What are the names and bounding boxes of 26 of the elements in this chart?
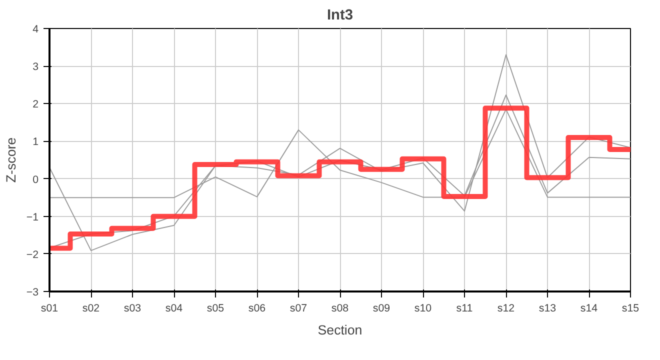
x-tick-label: s09 — [372, 302, 390, 314]
y-axis-title: Z-score — [3, 137, 18, 183]
x-tick-label: s12 — [497, 302, 515, 314]
x-tick-label: s10 — [414, 302, 432, 314]
x-tick-label: s06 — [248, 302, 266, 314]
y-tick-label: 2 — [32, 98, 39, 111]
x-tick-label: s14 — [580, 302, 598, 314]
y-tick-label: 1 — [32, 136, 39, 148]
y-tick-label: −3 — [26, 286, 39, 298]
x-tick-label: s04 — [165, 302, 183, 314]
x-tick-label: s03 — [124, 302, 142, 314]
y-tick-label: −2 — [26, 248, 39, 261]
y-tick-label: 3 — [32, 61, 39, 74]
x-tick-label: s05 — [206, 302, 224, 314]
x-tick-label: s15 — [622, 302, 640, 314]
y-tick-label: −1 — [26, 211, 39, 224]
x-tick-label: s01 — [40, 302, 58, 314]
x-tick-label: s02 — [82, 302, 100, 314]
x-tick-label: s11 — [456, 302, 473, 314]
y-tick-label: 0 — [32, 174, 39, 186]
x-tick-label: s13 — [538, 302, 556, 314]
x-tick-label: s07 — [290, 302, 308, 314]
x-tick-label: s08 — [331, 302, 349, 314]
x-axis-title: Section — [318, 322, 362, 338]
chart-title: Int3 — [326, 8, 354, 24]
y-tick-label: 4 — [32, 24, 39, 36]
